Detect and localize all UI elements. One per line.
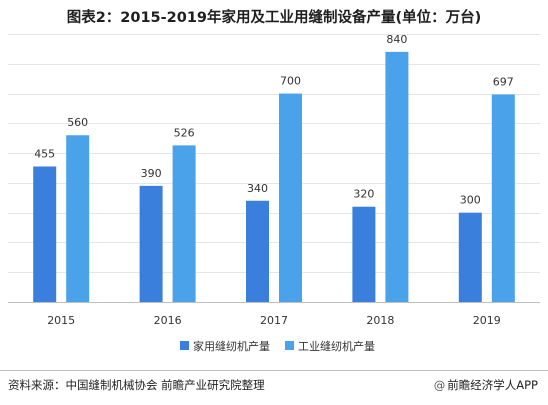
data-label: 300 (460, 194, 481, 207)
at-icon: @ (433, 378, 446, 392)
data-label: 455 (34, 148, 55, 161)
bar-industrial (385, 51, 409, 302)
x-tick-label: 2017 (260, 314, 288, 327)
bar-industrial (66, 135, 90, 302)
legend-swatch-household (180, 341, 189, 350)
bar-household (33, 166, 57, 302)
legend-swatch-industrial (285, 341, 294, 350)
data-label: 526 (174, 126, 195, 139)
legend-label-household: 家用缝纫机产量 (193, 339, 270, 353)
chart-title: 图表2：2015-2019年家用及工业用缝制设备产量(单位：万台) (66, 10, 482, 26)
brand-credit: @ 前瞻经济学人APP (434, 377, 538, 393)
x-tick-label: 2016 (154, 314, 182, 327)
bar-industrial (491, 94, 515, 303)
source-note: 资料来源：中国缝制机械协会 前瞻产业研究院整理 (8, 378, 265, 392)
data-label: 390 (141, 167, 162, 180)
x-tick-label: 2019 (473, 314, 501, 327)
bar-household (139, 185, 163, 302)
x-tick-label: 2018 (366, 314, 394, 327)
bar-chart: 455 560 2015 390 526 2016 340 700 2017 320 840 2018… (8, 33, 540, 353)
bar-household (352, 206, 376, 302)
data-label: 340 (247, 182, 268, 195)
footer-divider (0, 370, 548, 371)
bar-household (458, 212, 482, 302)
bar-industrial (279, 93, 302, 302)
data-label: 697 (493, 75, 514, 88)
brand-label: 前瞻经济学人APP (447, 378, 538, 392)
x-tick-label: 2015 (47, 314, 75, 327)
data-label: 560 (67, 116, 88, 129)
legend-label-industrial: 工业缝纫机产量 (298, 339, 375, 353)
bar-industrial (172, 145, 196, 302)
data-label: 320 (353, 188, 374, 201)
data-label: 700 (280, 75, 301, 88)
bar-household (246, 200, 269, 302)
data-label: 840 (386, 33, 407, 46)
